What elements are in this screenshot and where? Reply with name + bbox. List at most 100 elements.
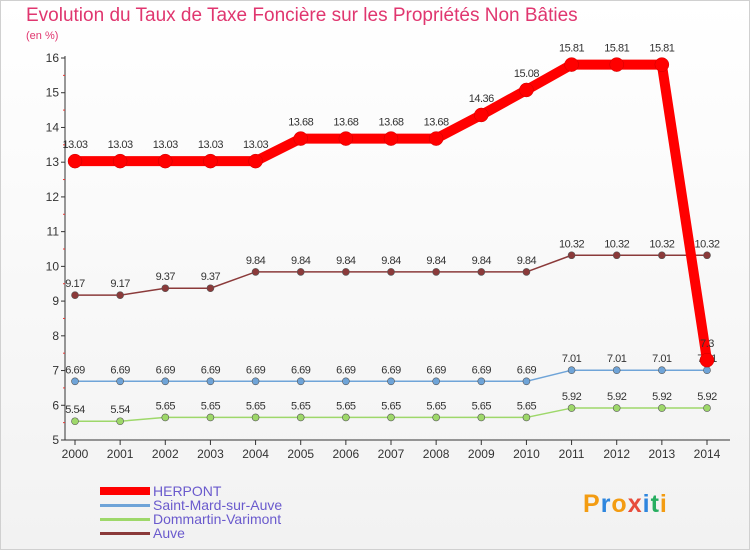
- data-label-herpont-2002: 13.03: [153, 139, 178, 151]
- data-point-saint-mard-sur-auve-2007: [387, 377, 395, 386]
- x-tick-label-2000: 2000: [62, 447, 89, 461]
- data-point-dommartin-varimont-2001: [116, 417, 124, 426]
- data-point-auve-2014: [703, 251, 711, 260]
- data-label-herpont-2009: 14.36: [469, 93, 494, 105]
- data-label-dommartin-varimont-2013: 5.92: [652, 391, 672, 403]
- y-tick-label-6: 6: [52, 398, 59, 412]
- data-point-saint-mard-sur-auve-2006: [342, 377, 350, 386]
- data-point-dommartin-varimont-2007: [387, 413, 395, 422]
- data-point-saint-mard-sur-auve-2011: [567, 366, 576, 374]
- data-point-herpont-2007: [383, 131, 399, 146]
- data-point-auve-2007: [387, 268, 395, 276]
- y-tick-label-5: 5: [52, 433, 59, 447]
- data-label-saint-mard-sur-auve-2004: 6.69: [246, 364, 266, 376]
- data-label-herpont-2001: 13.03: [108, 139, 133, 151]
- data-point-herpont-2008: [428, 131, 444, 146]
- data-label-saint-mard-sur-auve-2005: 6.69: [291, 364, 311, 376]
- data-point-dommartin-varimont-2002: [161, 413, 170, 422]
- legend-item-herpont[interactable]: HERPONT: [100, 484, 282, 498]
- data-label-herpont-2003: 13.03: [198, 139, 223, 151]
- data-point-herpont-2005: [293, 131, 308, 146]
- data-label-saint-mard-sur-auve-2010: 6.69: [517, 364, 537, 376]
- data-label-saint-mard-sur-auve-2002: 6.69: [156, 364, 176, 376]
- data-label-auve-2006: 9.84: [336, 255, 356, 267]
- legend-item-auve[interactable]: Auve: [100, 526, 282, 540]
- data-point-auve-2005: [296, 268, 305, 276]
- data-point-herpont-2013: [654, 57, 670, 72]
- legend-label-auve: Auve: [153, 525, 185, 541]
- data-point-auve-2000: [71, 291, 79, 299]
- data-label-dommartin-varimont-2006: 5.65: [336, 400, 356, 412]
- data-point-dommartin-varimont-2009: [477, 413, 486, 422]
- data-label-herpont-2006: 13.68: [333, 117, 358, 129]
- legend-item-saint-mard-sur-auve[interactable]: Saint-Mard-sur-Auve: [100, 498, 282, 512]
- data-label-herpont-2008: 13.68: [424, 117, 449, 129]
- y-tick-label-8: 8: [52, 329, 59, 343]
- x-tick-label-2006: 2006: [333, 447, 360, 461]
- data-label-saint-mard-sur-auve-2006: 6.69: [336, 364, 356, 376]
- data-point-saint-mard-sur-auve-2001: [116, 377, 124, 386]
- data-point-dommartin-varimont-2010: [522, 413, 531, 422]
- data-point-auve-2008: [432, 268, 440, 276]
- data-label-herpont-2014: 7.3: [700, 338, 714, 350]
- data-point-herpont-2006: [338, 131, 354, 146]
- data-label-saint-mard-sur-auve-2003: 6.69: [201, 364, 221, 376]
- data-point-auve-2004: [251, 268, 260, 276]
- data-point-saint-mard-sur-auve-2009: [477, 377, 486, 386]
- data-point-auve-2003: [206, 284, 215, 293]
- x-tick-label-2010: 2010: [513, 447, 540, 461]
- legend-swatch-auve: [100, 531, 150, 535]
- x-tick-label-2004: 2004: [242, 447, 269, 461]
- logo-letter: o: [611, 490, 628, 518]
- x-tick-label-2008: 2008: [423, 447, 450, 461]
- data-label-saint-mard-sur-auve-2011: 7.01: [562, 353, 582, 365]
- data-label-saint-mard-sur-auve-2012: 7.01: [607, 353, 627, 365]
- data-point-auve-2011: [567, 251, 576, 260]
- data-point-saint-mard-sur-auve-2008: [432, 377, 440, 386]
- data-point-saint-mard-sur-auve-2013: [658, 366, 666, 374]
- data-label-dommartin-varimont-2004: 5.65: [246, 400, 266, 412]
- data-point-herpont-2002: [158, 153, 173, 169]
- y-tick-label-10: 10: [46, 259, 60, 273]
- data-point-herpont-2010: [519, 82, 534, 98]
- data-label-auve-2001: 9.17: [110, 278, 130, 290]
- legend-label-herpont: HERPONT: [153, 483, 222, 499]
- legend-swatch-herpont: [100, 487, 150, 495]
- y-tick-label-9: 9: [52, 294, 59, 308]
- data-label-dommartin-varimont-2012: 5.92: [607, 391, 627, 403]
- data-point-saint-mard-sur-auve-2003: [206, 377, 215, 386]
- legend-label-dommartin-varimont: Dommartin-Varimont: [153, 511, 282, 527]
- data-label-saint-mard-sur-auve-2007: 6.69: [381, 364, 401, 376]
- legend-item-dommartin-varimont[interactable]: Dommartin-Varimont: [100, 512, 282, 526]
- data-label-herpont-2012: 15.81: [604, 43, 629, 55]
- data-label-dommartin-varimont-2003: 5.65: [201, 400, 221, 412]
- data-label-auve-2005: 9.84: [291, 255, 311, 267]
- data-label-auve-2003: 9.37: [201, 271, 221, 283]
- data-label-dommartin-varimont-2009: 5.65: [472, 400, 492, 412]
- series-line-herpont: [70, 59, 712, 366]
- data-point-dommartin-varimont-2003: [206, 413, 215, 422]
- data-point-saint-mard-sur-auve-2014: [703, 366, 711, 374]
- data-point-dommartin-varimont-2014: [703, 404, 711, 412]
- data-label-dommartin-varimont-2007: 5.65: [381, 400, 401, 412]
- data-point-dommartin-varimont-2006: [342, 413, 350, 422]
- data-point-herpont-2003: [203, 153, 218, 169]
- data-point-dommartin-varimont-2008: [432, 413, 440, 422]
- data-point-saint-mard-sur-auve-2002: [161, 377, 170, 386]
- data-label-auve-2012: 10.32: [604, 238, 629, 250]
- data-label-saint-mard-sur-auve-2000: 6.69: [65, 364, 85, 376]
- data-point-auve-2002: [161, 284, 170, 293]
- data-label-auve-2010: 9.84: [517, 255, 537, 267]
- data-label-dommartin-varimont-2008: 5.65: [426, 400, 446, 412]
- data-point-auve-2001: [116, 291, 124, 299]
- data-point-dommartin-varimont-2011: [567, 404, 576, 412]
- data-label-auve-2008: 9.84: [426, 255, 446, 267]
- data-label-dommartin-varimont-2010: 5.65: [517, 400, 537, 412]
- data-point-dommartin-varimont-2012: [612, 404, 621, 412]
- data-label-saint-mard-sur-auve-2008: 6.69: [426, 364, 446, 376]
- data-point-saint-mard-sur-auve-2012: [612, 366, 621, 374]
- data-label-herpont-2013: 15.81: [649, 43, 674, 55]
- legend-swatch-dommartin-varimont: [100, 517, 150, 521]
- data-point-dommartin-varimont-2005: [296, 413, 305, 422]
